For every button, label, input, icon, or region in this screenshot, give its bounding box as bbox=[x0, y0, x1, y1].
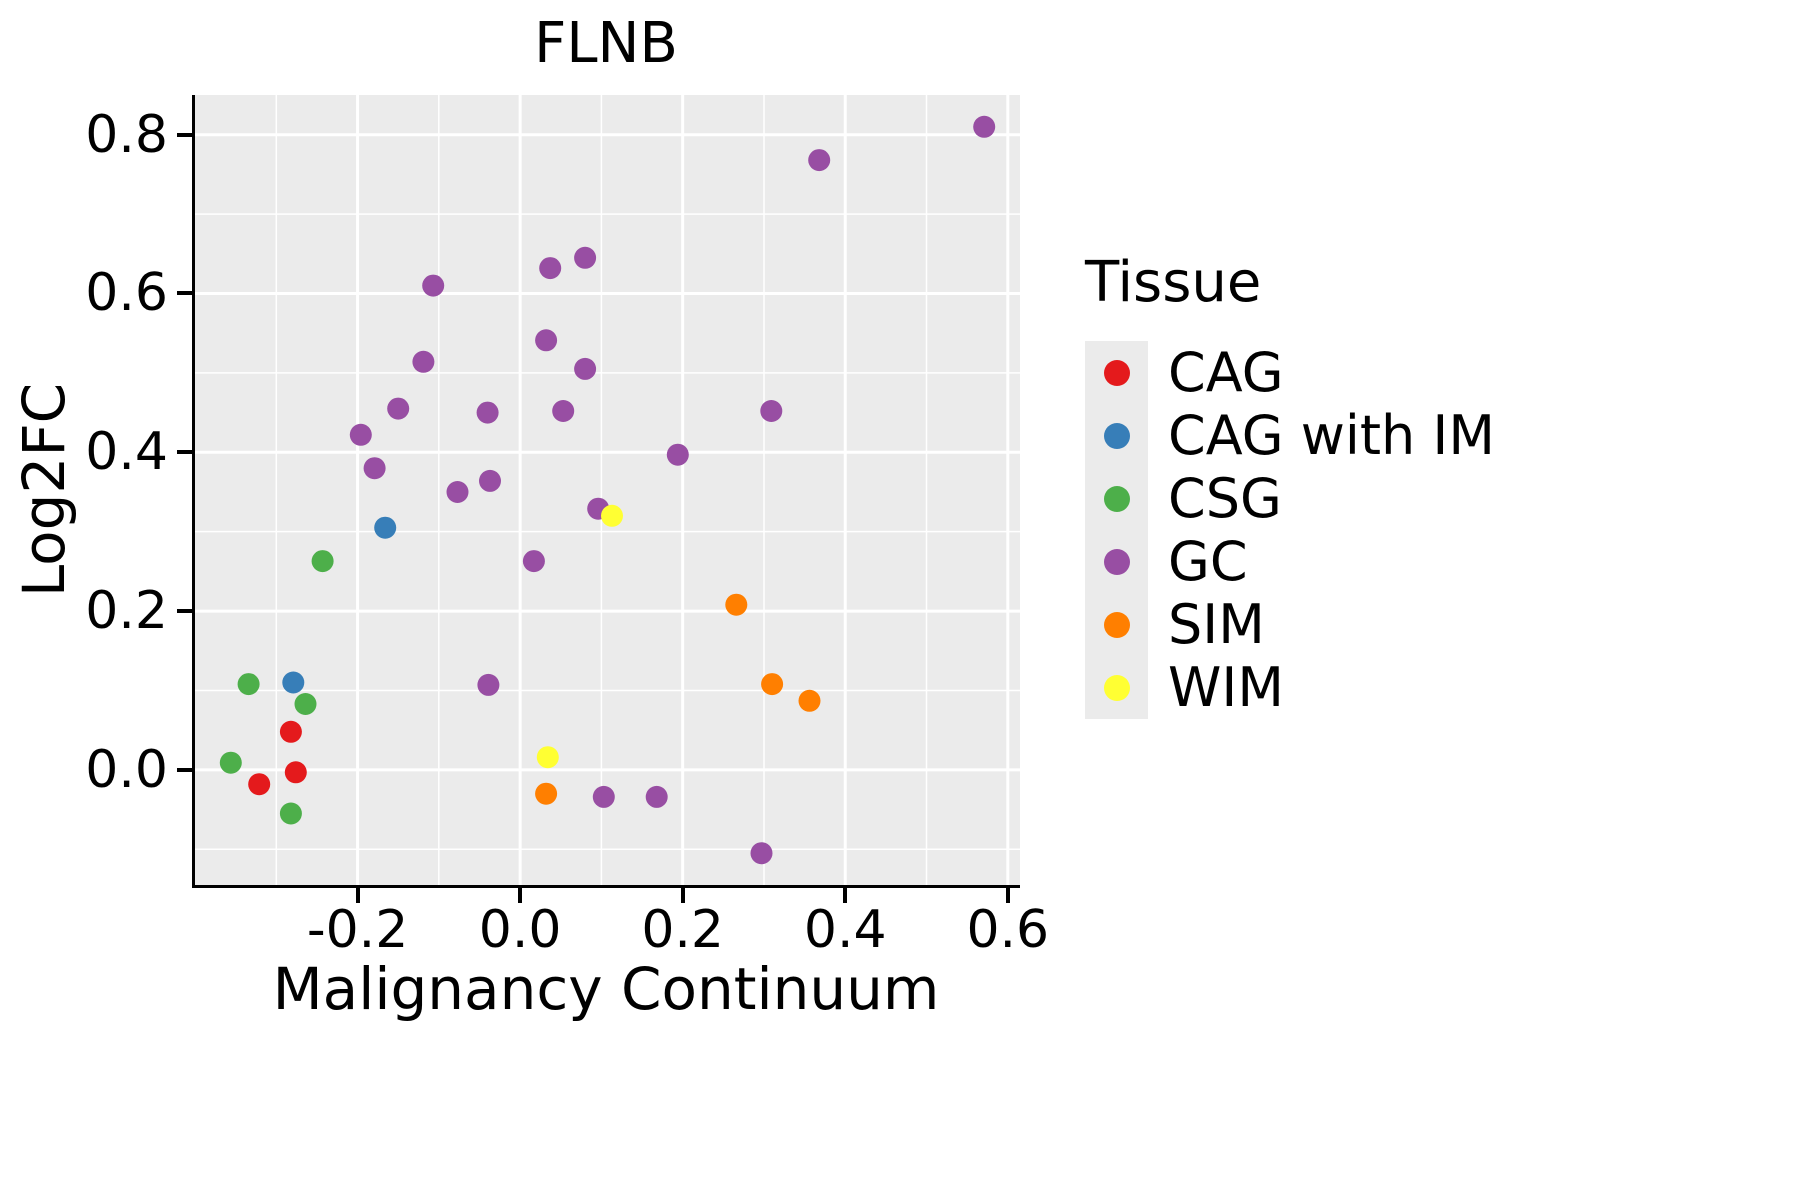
data-point-gc bbox=[592, 785, 615, 808]
legend-key bbox=[1085, 467, 1148, 530]
data-point-csg bbox=[219, 751, 242, 774]
x-tick-label: 0.6 bbox=[966, 900, 1050, 960]
y-tick-mark bbox=[177, 132, 192, 137]
data-point-gc bbox=[973, 115, 996, 138]
legend-swatch-icon bbox=[1103, 422, 1130, 449]
y-tick-mark bbox=[177, 609, 192, 614]
legend-item-label: CAG bbox=[1168, 341, 1284, 404]
data-point-gc bbox=[750, 842, 773, 865]
x-tick-mark bbox=[1005, 888, 1010, 903]
legend-key bbox=[1085, 593, 1148, 656]
y-tick-mark bbox=[177, 450, 192, 455]
data-point-gc bbox=[645, 785, 668, 808]
y-tick-label: 0.6 bbox=[85, 263, 168, 324]
data-point-gc bbox=[808, 149, 831, 172]
y-tick-label: 0.8 bbox=[85, 104, 168, 165]
legend-key bbox=[1085, 341, 1148, 404]
data-point-gc bbox=[535, 329, 558, 352]
data-point-gc bbox=[446, 481, 469, 503]
legend-item-label: CSG bbox=[1168, 467, 1282, 530]
legend-item-label: SIM bbox=[1168, 593, 1265, 656]
x-tick-label: 0.0 bbox=[478, 900, 562, 960]
data-point-sim bbox=[535, 782, 558, 805]
plot-area bbox=[192, 95, 1020, 888]
data-point-csg bbox=[311, 550, 334, 573]
x-tick-mark bbox=[518, 888, 523, 903]
data-point-cag bbox=[279, 720, 302, 743]
legend-items: CAG CAG with IM CSG GC SIM WIM bbox=[1085, 341, 1495, 719]
legend-item-label: CAG with IM bbox=[1168, 404, 1495, 467]
legend: Tissue CAG CAG with IM CSG GC SIM WIM bbox=[1085, 250, 1495, 719]
x-tick-label: 0.2 bbox=[641, 900, 725, 960]
data-point-gc bbox=[387, 397, 410, 420]
legend-swatch-icon bbox=[1103, 674, 1130, 701]
data-point-csg bbox=[279, 802, 302, 825]
chart-title: FLNB bbox=[534, 11, 678, 76]
x-tick-mark bbox=[843, 888, 848, 903]
data-point-cag-with-im bbox=[282, 671, 305, 694]
data-point-gc bbox=[666, 443, 689, 466]
data-point-gc bbox=[422, 274, 445, 297]
legend-swatch-icon bbox=[1103, 611, 1130, 638]
data-point-gc bbox=[539, 257, 562, 280]
legend-item-cag-with-im: CAG with IM bbox=[1085, 404, 1495, 467]
data-point-sim bbox=[725, 593, 748, 616]
legend-swatch-icon bbox=[1103, 548, 1130, 575]
data-point-gc bbox=[477, 673, 500, 696]
data-point-gc bbox=[476, 401, 499, 424]
data-point-csg bbox=[294, 693, 317, 715]
data-point-gc bbox=[349, 423, 372, 446]
data-point-gc bbox=[574, 246, 597, 269]
legend-item-sim: SIM bbox=[1085, 593, 1495, 656]
legend-item-wim: WIM bbox=[1085, 656, 1495, 719]
data-point-csg bbox=[237, 673, 260, 696]
legend-key bbox=[1085, 656, 1148, 719]
legend-item-csg: CSG bbox=[1085, 467, 1495, 530]
legend-title: Tissue bbox=[1085, 250, 1262, 315]
data-point-gc bbox=[760, 400, 783, 422]
data-point-gc bbox=[479, 469, 501, 492]
legend-swatch-icon bbox=[1103, 359, 1130, 386]
y-axis-label: Log2FC bbox=[10, 382, 78, 598]
legend-swatch-icon bbox=[1103, 485, 1130, 512]
y-tick-label: 0.4 bbox=[85, 422, 168, 483]
x-tick-label: 0.4 bbox=[803, 900, 887, 960]
data-point-wim bbox=[536, 746, 559, 769]
data-point-gc bbox=[574, 357, 597, 380]
data-point-sim bbox=[798, 689, 821, 712]
x-tick-label: -0.2 bbox=[306, 900, 409, 960]
x-axis-label: Malignancy Continuum bbox=[272, 955, 940, 1023]
data-point-gc bbox=[412, 350, 435, 373]
y-tick-mark bbox=[177, 291, 192, 296]
data-point-gc bbox=[552, 400, 575, 422]
data-point-cag bbox=[284, 761, 307, 784]
data-point-gc bbox=[363, 457, 386, 480]
x-tick-mark bbox=[355, 888, 360, 903]
legend-item-cag: CAG bbox=[1085, 341, 1495, 404]
data-point-cag bbox=[248, 773, 271, 796]
data-point-sim bbox=[761, 673, 784, 696]
legend-item-label: GC bbox=[1168, 530, 1248, 593]
x-tick-mark bbox=[680, 888, 685, 903]
y-tick-label: 0.0 bbox=[85, 739, 168, 800]
y-tick-label: 0.2 bbox=[85, 581, 168, 642]
data-point-cag-with-im bbox=[374, 516, 397, 539]
y-tick-mark bbox=[177, 767, 192, 772]
legend-item-label: WIM bbox=[1168, 656, 1284, 719]
data-point-wim bbox=[601, 504, 623, 527]
legend-key bbox=[1085, 530, 1148, 593]
data-point-gc bbox=[522, 550, 545, 573]
legend-item-gc: GC bbox=[1085, 530, 1495, 593]
legend-key bbox=[1085, 404, 1148, 467]
plot-canvas bbox=[195, 95, 1020, 885]
